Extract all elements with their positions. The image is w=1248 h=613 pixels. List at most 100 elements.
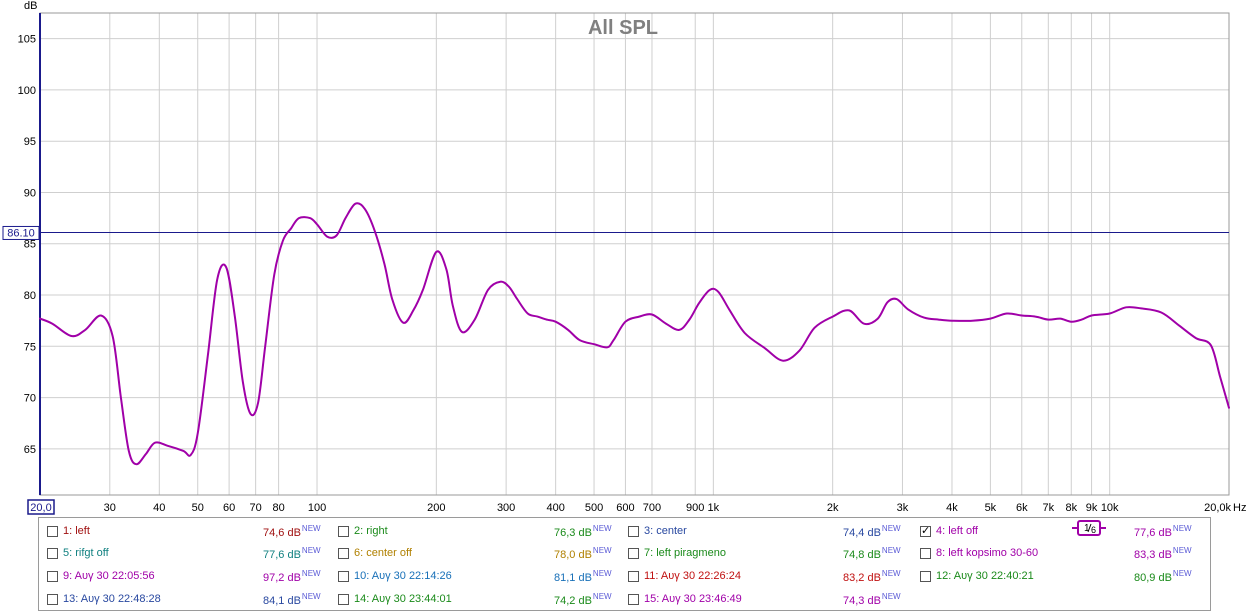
- legend-label: 2: right: [354, 525, 388, 537]
- legend-value: 74,4 dBNEW: [843, 524, 901, 539]
- x-tick-label: 600: [616, 502, 634, 514]
- legend-checkbox[interactable]: [338, 525, 349, 537]
- legend-checkbox[interactable]: [47, 547, 58, 559]
- legend-label: 10: Αυγ 30 22:14:26: [354, 570, 452, 582]
- legend-item[interactable]: 7: left piragmeno: [628, 544, 726, 562]
- legend-new-tag: NEW: [592, 592, 612, 601]
- legend-label: 15: Αυγ 30 23:46:49: [644, 593, 742, 605]
- y-tick-label: 70: [24, 393, 36, 405]
- legend-label: 11: Αυγ 30 22:26:24: [644, 570, 741, 582]
- legend-value: 74,3 dBNEW: [843, 592, 901, 607]
- legend-value-text: 74,8 dB: [843, 549, 881, 561]
- y-tick-label: 90: [24, 187, 36, 199]
- level-marker[interactable]: 86.10: [2, 225, 1229, 240]
- smoothing-badge[interactable]: 1 6: [1072, 520, 1106, 536]
- legend-value-text: 74,3 dB: [843, 595, 881, 607]
- y-tick-label: 95: [24, 136, 36, 148]
- legend-checkbox[interactable]: [920, 524, 931, 537]
- legend-label: 9: Αυγ 30 22:05:56: [63, 570, 155, 582]
- legend-item[interactable]: 13: Αυγ 30 22:48:28: [47, 590, 161, 608]
- chart-grid: [40, 13, 1230, 495]
- x-tick-label: 7k: [1042, 502, 1054, 514]
- legend-label: 4: left off: [936, 525, 978, 537]
- legend-item[interactable]: 10: Αυγ 30 22:14:26: [338, 567, 452, 585]
- legend-value-text: 78,0 dB: [554, 549, 592, 561]
- x-tick-label: 5k: [985, 502, 997, 514]
- x-tick-label: 6k: [1016, 502, 1028, 514]
- x-tick-label: 40: [153, 502, 165, 514]
- legend-item[interactable]: 6: center off: [338, 544, 412, 562]
- legend-item[interactable]: 5: rifgt off: [47, 544, 109, 562]
- legend-item[interactable]: 11: Αυγ 30 22:26:24: [628, 567, 741, 585]
- legend-item[interactable]: 8: left kopsimo 30-60: [920, 544, 1038, 562]
- legend-checkbox[interactable]: [628, 525, 639, 537]
- x-tick-label: 8k: [1065, 502, 1077, 514]
- y-axis-unit: dB: [24, 0, 37, 12]
- legend-value-text: 97,2 dB: [263, 572, 301, 584]
- legend-value-text: 83,2 dB: [843, 572, 881, 584]
- y-tick-label: 105: [18, 34, 36, 46]
- legend-new-tag: NEW: [301, 546, 321, 555]
- legend-value-text: 74,6 dB: [263, 527, 301, 539]
- x-tick-label: 60: [223, 502, 235, 514]
- legend-label: 13: Αυγ 30 22:48:28: [63, 593, 161, 605]
- x-tick-label: 400: [546, 502, 564, 514]
- legend-item[interactable]: 14: Αυγ 30 23:44:01: [338, 590, 452, 608]
- legend-value-text: 76,3 dB: [554, 527, 592, 539]
- legend-value-text: 83,3 dB: [1134, 549, 1172, 561]
- x-tick-label: 70: [250, 502, 262, 514]
- legend-checkbox[interactable]: [628, 593, 639, 605]
- level-marker-label: 86.10: [7, 227, 35, 239]
- x-tick-label: 1k: [708, 502, 720, 514]
- legend-item[interactable]: 12: Αυγ 30 22:40:21: [920, 567, 1034, 585]
- x-tick-label: 9k: [1086, 502, 1098, 514]
- legend-item[interactable]: 4: left off: [920, 522, 978, 540]
- legend-item[interactable]: 1: left: [47, 522, 90, 540]
- legend-checkbox[interactable]: [338, 593, 349, 605]
- legend-value-text: 74,2 dB: [554, 595, 592, 607]
- legend-value: 74,6 dBNEW: [263, 524, 321, 539]
- x-start-readout[interactable]: 20,0: [27, 499, 55, 515]
- y-tick-label: 65: [24, 444, 36, 456]
- legend-checkbox[interactable]: [47, 593, 58, 605]
- x-tick-label: 900: [686, 502, 704, 514]
- legend-item[interactable]: 15: Αυγ 30 23:46:49: [628, 590, 742, 608]
- legend-item[interactable]: 9: Αυγ 30 22:05:56: [47, 567, 155, 585]
- x-tick-label: 2k: [827, 502, 839, 514]
- legend-label: 8: left kopsimo 30-60: [936, 547, 1039, 559]
- legend-value-text: 81,1 dB: [554, 572, 592, 584]
- x-tick-label: 3k: [897, 502, 909, 514]
- y-tick-label: 80: [24, 290, 36, 302]
- level-marker-box[interactable]: [2, 225, 40, 240]
- legend-checkbox[interactable]: [920, 570, 931, 582]
- legend-value: 74,8 dBNEW: [843, 546, 901, 561]
- legend-label: 7: left piragmeno: [644, 547, 726, 559]
- legend-checkbox[interactable]: [628, 570, 639, 582]
- legend-item[interactable]: 2: right: [338, 522, 388, 540]
- x-axis-ticks: 30 40 50 60 70 80 100 200 300 400 500 600 700 900 1k 2k…: [104, 502, 1232, 514]
- legend-value-text: 80,9 dB: [1134, 572, 1172, 584]
- legend-checkbox[interactable]: [47, 570, 58, 582]
- legend-checkbox[interactable]: [920, 547, 931, 559]
- legend-checkbox[interactable]: [338, 547, 349, 559]
- legend-checkbox[interactable]: [338, 570, 349, 582]
- legend-item[interactable]: 3: center: [628, 522, 687, 540]
- legend-value: 74,2 dBNEW: [554, 592, 612, 607]
- legend-value: 83,2 dBNEW: [843, 569, 901, 584]
- legend-checkbox[interactable]: [47, 525, 58, 537]
- y-tick-label: 85: [24, 239, 36, 251]
- y-axis-ticks: 65 70 75 80 85 90 95 100 105: [18, 34, 36, 456]
- legend-checkbox[interactable]: [628, 547, 639, 559]
- legend-new-tag: NEW: [881, 569, 901, 578]
- x-tick-label: 10k: [1101, 502, 1119, 514]
- legend-panel: [38, 517, 1211, 611]
- legend-value: 97,2 dBNEW: [263, 569, 321, 584]
- legend-new-tag: NEW: [592, 569, 612, 578]
- legend-label: 6: center off: [354, 547, 412, 559]
- legend-value: 77,6 dBNEW: [263, 546, 321, 561]
- legend-value: 76,3 dBNEW: [554, 524, 612, 539]
- legend-value: 83,3 dBNEW: [1134, 546, 1192, 561]
- plot-area[interactable]: [39, 12, 1230, 496]
- x-start-label: 20,0: [30, 502, 51, 514]
- x-tick-label: 50: [192, 502, 204, 514]
